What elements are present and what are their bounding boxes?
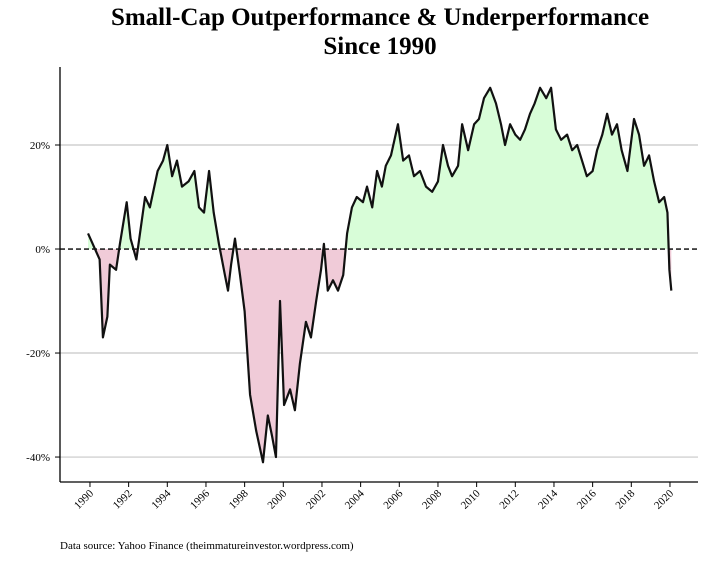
- x-tick-label: 2010: [459, 487, 483, 511]
- x-tick-label: 2020: [652, 487, 676, 511]
- x-tick-label: 2014: [536, 487, 560, 511]
- x-tick-label: 2004: [343, 487, 367, 511]
- x-tick-label: 2000: [265, 487, 289, 511]
- x-tick-label: 1994: [149, 487, 173, 511]
- x-tick-label: 2016: [575, 487, 599, 511]
- chart-title: Since 1990: [323, 33, 436, 60]
- x-tick-label: 1996: [188, 487, 212, 511]
- x-tick-label: 2012: [497, 488, 521, 512]
- chart-title: Small-Cap Outperformance & Underperforma…: [111, 4, 649, 31]
- negative-area: [88, 249, 672, 463]
- x-tick-label: 2008: [420, 487, 444, 511]
- x-tick-label: 2018: [613, 487, 637, 511]
- x-tick-label: 2006: [381, 487, 405, 511]
- x-tick-label: 2002: [304, 488, 328, 512]
- source-note: Data source: Yahoo Finance (theimmaturei…: [60, 540, 354, 552]
- x-tick-label: 1990: [72, 487, 96, 511]
- y-tick-label: 0%: [35, 244, 50, 256]
- x-tick-label: 1992: [111, 488, 135, 512]
- y-tick-label: -40%: [26, 452, 50, 464]
- y-tick-label: 20%: [30, 140, 50, 152]
- y-tick-label: -20%: [26, 348, 50, 360]
- positive-area: [88, 87, 669, 250]
- data-line: [87, 86, 673, 464]
- x-tick-label: 1998: [227, 487, 251, 511]
